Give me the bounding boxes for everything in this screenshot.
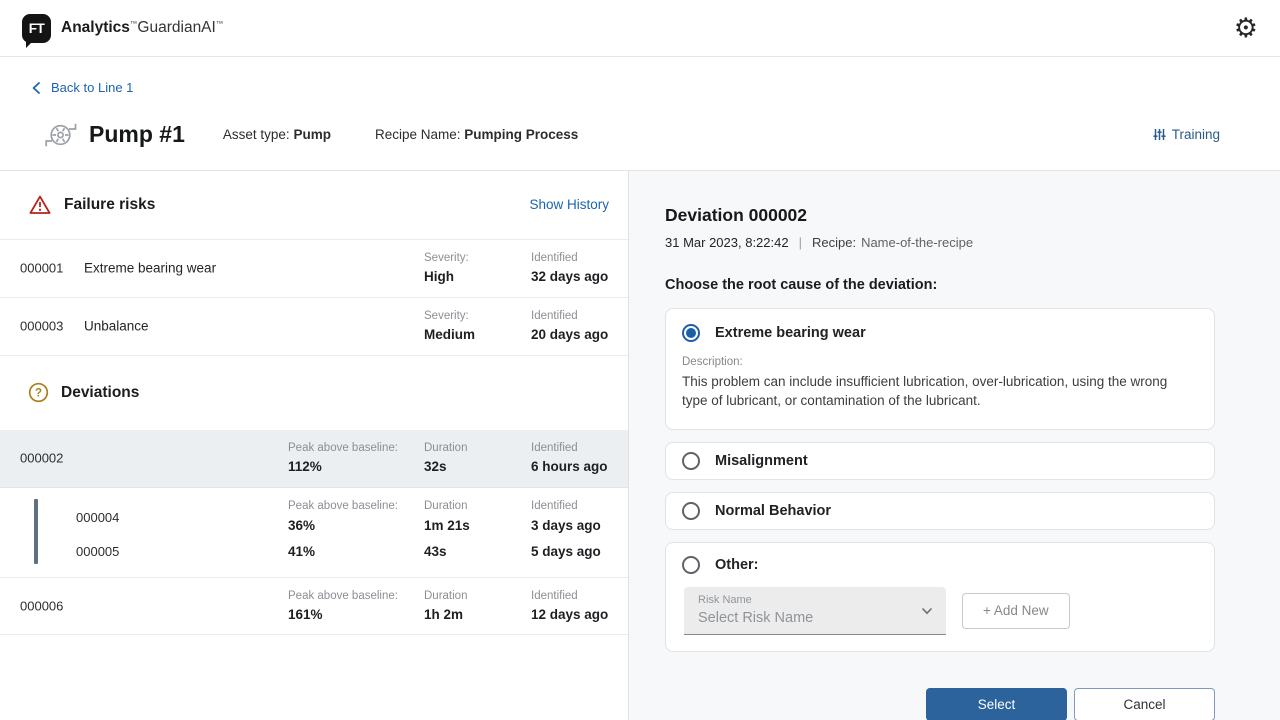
recipe-name-label: Recipe Name: (375, 127, 461, 142)
option-label: Normal Behavior (715, 503, 831, 519)
settings-gear-icon[interactable]: ⚙ (1234, 15, 1258, 42)
deviation-duration: Duration 32s (424, 442, 467, 474)
deviation-id: 000006 (20, 598, 63, 613)
radio-selected[interactable] (682, 324, 700, 342)
back-to-line-link[interactable]: Back to Line 1 (30, 80, 133, 95)
option-label: Misalignment (715, 453, 808, 469)
risk-identified: Identified 20 days ago (531, 310, 608, 342)
asset-header: Pump #1 Asset type: Pump Recipe Name: Pu… (0, 100, 1280, 170)
product-tm: ™ (216, 19, 224, 28)
risk-name: Extreme bearing wear (84, 261, 216, 276)
deviation-group-row[interactable]: 000004 000005 Peak above baseline: Durat… (0, 488, 628, 578)
pump-icon (44, 121, 78, 148)
top-bar: FT Analytics™GuardianAI™ ⚙ (0, 0, 1280, 57)
action-buttons: Select Cancel (665, 688, 1215, 720)
radio-unselected[interactable] (682, 452, 700, 470)
risk-id: 000001 (20, 261, 63, 276)
failure-risks-title: Failure risks (64, 196, 155, 214)
deviation-peak: Peak above baseline: 161% (288, 590, 398, 622)
risk-severity: Severity: Medium (424, 310, 475, 342)
risk-name-field-label: Risk Name (698, 594, 752, 606)
training-link[interactable]: Training (1153, 127, 1220, 142)
recipe-value: Name-of-the-recipe (861, 235, 973, 250)
risk-name-select[interactable]: Risk Name Select Risk Name (684, 587, 946, 635)
root-cause-option-other[interactable]: Other: Risk Name Select Risk Name + Add … (665, 542, 1215, 652)
risk-identified: Identified 32 days ago (531, 252, 608, 284)
brand-logo: FT Analytics™GuardianAI™ (22, 14, 223, 43)
meta-separator: | (799, 235, 802, 250)
back-link-label: Back to Line 1 (51, 80, 133, 95)
root-cause-option-extreme-bearing-wear[interactable]: Extreme bearing wear Description: This p… (665, 308, 1215, 430)
root-cause-option-misalignment[interactable]: Misalignment (665, 442, 1215, 480)
deviation-meta: 31 Mar 2023, 8:22:42 | Recipe: Name-of-t… (665, 235, 1280, 250)
deviation-id: 000005 (76, 544, 119, 559)
question-circle-icon: ? (28, 382, 49, 403)
duration-label: Duration (424, 500, 467, 512)
deviation-timestamp: 31 Mar 2023, 8:22:42 (665, 235, 789, 250)
description-text: This problem can include insufficient lu… (682, 372, 1188, 411)
failure-risk-row-000003[interactable]: 000003 Unbalance Severity: Medium Identi… (0, 298, 628, 356)
main-content: Failure risks Show History 000001 Extrem… (0, 170, 1280, 720)
deviation-id: 000002 (20, 451, 63, 466)
asset-type-label: Asset type: (223, 127, 290, 142)
description-label: Description: (682, 356, 1198, 368)
deviation-identified: 3 days ago (531, 518, 601, 533)
failure-risks-header: Failure risks Show History (0, 171, 628, 240)
risk-name-placeholder: Select Risk Name (698, 610, 813, 626)
brand-analytics: Analytics (61, 19, 130, 36)
option-label: Other: (715, 557, 759, 573)
add-new-button[interactable]: + Add New (962, 593, 1070, 629)
deviation-peak: 36% (288, 518, 315, 533)
radio-unselected[interactable] (682, 556, 700, 574)
brand-guardianai: GuardianAI (137, 19, 215, 36)
deviation-row-000002[interactable]: 000002 Peak above baseline: 112% Duratio… (0, 430, 628, 488)
deviation-identified: Identified 12 days ago (531, 590, 608, 622)
failure-risk-row-000001[interactable]: 000001 Extreme bearing wear Severity: Hi… (0, 240, 628, 298)
root-cause-question: Choose the root cause of the deviation: (665, 277, 1280, 293)
select-button[interactable]: Select (926, 688, 1067, 720)
deviation-duration: 43s (424, 544, 447, 559)
asset-type-value: Pump (293, 127, 331, 142)
deviation-duration: Duration 1h 2m (424, 590, 467, 622)
group-indicator-bar (34, 499, 38, 564)
chevron-left-icon (30, 81, 43, 95)
deviation-peak: 41% (288, 544, 315, 559)
deviation-identified: Identified 6 hours ago (531, 442, 608, 474)
deviation-detail-title: Deviation 000002 (665, 205, 1280, 226)
deviation-detail-panel: Deviation 000002 31 Mar 2023, 8:22:42 | … (629, 171, 1280, 720)
sliders-icon (1153, 128, 1166, 141)
svg-text:?: ? (35, 388, 42, 400)
identified-label: Identified (531, 500, 578, 512)
asset-type-meta: Asset type: Pump (223, 127, 331, 142)
back-row: Back to Line 1 (0, 57, 1280, 100)
chevron-down-icon (920, 604, 934, 618)
cancel-button[interactable]: Cancel (1074, 688, 1215, 720)
logo-ft-badge-icon: FT (22, 14, 51, 43)
deviations-title: Deviations (61, 384, 139, 402)
training-label: Training (1172, 127, 1220, 142)
option-label: Extreme bearing wear (715, 325, 866, 341)
peak-label: Peak above baseline: (288, 500, 398, 512)
deviations-header: ? Deviations (0, 356, 628, 430)
deviation-peak: Peak above baseline: 112% (288, 442, 398, 474)
risk-severity: Severity: High (424, 252, 469, 284)
deviation-id: 000004 (76, 510, 119, 525)
warning-triangle-icon (28, 194, 52, 215)
deviation-duration: 1m 21s (424, 518, 470, 533)
recipe-label: Recipe: (812, 235, 856, 250)
show-history-link[interactable]: Show History (529, 197, 609, 212)
brand-text: Analytics™GuardianAI™ (61, 19, 223, 37)
risks-deviations-panel: Failure risks Show History 000001 Extrem… (0, 171, 629, 720)
radio-unselected[interactable] (682, 502, 700, 520)
risk-name: Unbalance (84, 319, 149, 334)
recipe-meta: Recipe Name: Pumping Process (375, 127, 578, 142)
recipe-name-value: Pumping Process (464, 127, 578, 142)
root-cause-option-normal-behavior[interactable]: Normal Behavior (665, 492, 1215, 530)
deviation-row-000006[interactable]: 000006 Peak above baseline: 161% Duratio… (0, 578, 628, 635)
risk-id: 000003 (20, 319, 63, 334)
page-title: Pump #1 (89, 121, 185, 148)
deviation-identified: 5 days ago (531, 544, 601, 559)
